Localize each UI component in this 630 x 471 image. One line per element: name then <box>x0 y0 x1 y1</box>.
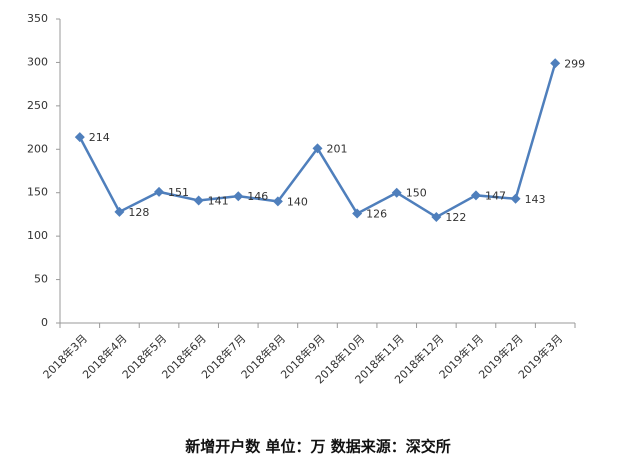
marker <box>352 208 363 219</box>
marker <box>74 132 85 143</box>
marker <box>391 187 402 198</box>
y-tick-label: 50 <box>34 273 48 286</box>
marker <box>233 191 244 202</box>
data-label: 128 <box>128 206 149 219</box>
data-label: 147 <box>485 189 506 202</box>
marker <box>272 196 283 207</box>
marker <box>550 58 561 69</box>
data-label: 126 <box>366 208 387 221</box>
line <box>78 62 557 219</box>
data-label: 141 <box>208 195 229 208</box>
marker <box>154 186 165 197</box>
y-tick-label: 150 <box>27 186 48 199</box>
data-label: 140 <box>287 195 308 208</box>
y-tick-label: 250 <box>27 99 48 112</box>
marker <box>312 143 323 154</box>
data-label: 299 <box>564 57 585 70</box>
marker <box>193 195 204 206</box>
chart-title: 新增开户数 单位：万 数据来源：深交所 <box>185 438 450 456</box>
y-tick-label: 100 <box>27 229 48 242</box>
data-label: 151 <box>168 186 189 199</box>
marker <box>510 193 521 204</box>
data-label: 201 <box>327 142 348 155</box>
y-tick-label: 350 <box>27 12 48 25</box>
y-tick-label: 300 <box>27 55 48 68</box>
marker <box>470 190 481 201</box>
y-tick-label: 200 <box>27 142 48 155</box>
data-label: 150 <box>406 187 427 200</box>
data-label: 146 <box>247 190 268 203</box>
y-tick-label: 0 <box>41 316 48 329</box>
data-label: 143 <box>525 193 546 206</box>
marker <box>114 206 125 217</box>
data-label: 214 <box>89 131 110 144</box>
marker <box>431 212 442 223</box>
data-label: 122 <box>445 211 466 224</box>
